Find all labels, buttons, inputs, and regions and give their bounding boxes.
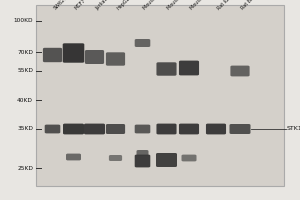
FancyBboxPatch shape [63, 43, 84, 63]
FancyBboxPatch shape [85, 50, 104, 64]
Text: 25KD: 25KD [17, 166, 33, 170]
Text: 35KD: 35KD [17, 127, 33, 132]
FancyBboxPatch shape [206, 124, 226, 134]
FancyBboxPatch shape [182, 155, 196, 161]
FancyBboxPatch shape [179, 124, 199, 134]
FancyBboxPatch shape [136, 150, 148, 156]
FancyBboxPatch shape [157, 62, 176, 76]
Bar [36, 5, 284, 186]
Text: Mouse small intestine: Mouse small intestine [142, 0, 184, 11]
FancyBboxPatch shape [109, 155, 122, 161]
Text: 100KD: 100KD [14, 19, 33, 23]
FancyBboxPatch shape [106, 124, 125, 134]
Text: 55KD: 55KD [17, 68, 33, 73]
FancyBboxPatch shape [43, 48, 62, 62]
FancyBboxPatch shape [106, 52, 125, 66]
FancyBboxPatch shape [135, 125, 150, 133]
Text: 40KD: 40KD [17, 98, 33, 102]
FancyBboxPatch shape [157, 124, 176, 134]
FancyBboxPatch shape [156, 153, 177, 167]
Text: Jurkat: Jurkat [94, 0, 108, 11]
FancyBboxPatch shape [66, 154, 81, 160]
Text: Mouse testis: Mouse testis [167, 0, 192, 11]
FancyBboxPatch shape [179, 61, 199, 75]
Text: MCF7: MCF7 [74, 0, 87, 11]
FancyBboxPatch shape [84, 124, 105, 134]
FancyBboxPatch shape [230, 124, 250, 134]
Text: HepG2: HepG2 [116, 0, 131, 11]
FancyBboxPatch shape [135, 39, 150, 47]
FancyBboxPatch shape [63, 124, 84, 134]
Text: Mouse liver: Mouse liver [189, 0, 212, 11]
FancyBboxPatch shape [45, 125, 60, 133]
FancyBboxPatch shape [135, 155, 150, 167]
Text: Rat brain: Rat brain [240, 0, 260, 11]
Text: STK19: STK19 [286, 127, 300, 132]
FancyBboxPatch shape [230, 66, 250, 76]
Text: SW620: SW620 [52, 0, 68, 11]
Text: Rat lung: Rat lung [216, 0, 234, 11]
Text: 70KD: 70KD [17, 49, 33, 54]
